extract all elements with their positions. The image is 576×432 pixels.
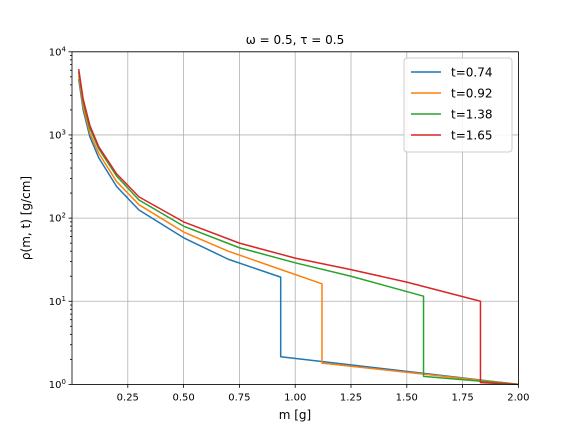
y-tick-base: 10 [49,47,62,58]
chart-title: ω = 0.5, τ = 0.5 [246,33,344,47]
x-tick-label: 0.50 [172,392,194,403]
series-line-2 [77,71,519,386]
y-tick-label: 104 [49,45,67,58]
x-tick-label: 1.50 [396,392,418,403]
y-tick-label: 102 [49,212,66,225]
y-tick-label: 103 [49,128,66,141]
legend-label: t=0.92 [451,87,492,101]
series-line-0 [77,78,519,386]
y-tick-label: 101 [49,295,66,308]
x-tick-label: 2.00 [507,392,529,403]
x-axis-label: m [g] [279,408,311,422]
legend-label: t=1.38 [451,108,492,122]
x-tick-label: 1.25 [340,392,362,403]
y-tick-base: 10 [49,214,62,225]
y-tick-exponent: 3 [62,128,66,136]
legend-label: t=1.65 [451,129,492,143]
y-tick-exponent: 2 [62,212,66,220]
y-tick-label: 100 [49,378,66,391]
y-tick-base: 10 [49,297,62,308]
series-line-1 [77,75,519,386]
y-tick-exponent: 0 [62,378,66,386]
y-tick-base: 10 [49,130,62,141]
x-tick-label: 1.00 [284,392,306,403]
legend-box [403,57,513,153]
x-tick-label: 1.75 [451,392,473,403]
legend-label: t=0.74 [451,66,492,80]
y-axis-label: ρ(m, t) [g/cm] [19,176,33,260]
legend: t=0.74 t=0.92 t=1.38 t=1.65 [403,57,513,153]
y-tick-exponent: 4 [62,45,67,53]
series-line-3 [77,68,519,386]
y-tick-base: 10 [49,380,62,391]
tick-layer: 0.25 0.50 0.75 1.00 1.25 1.50 1.75 2.0010010110… [49,45,530,403]
y-tick-exponent: 1 [62,295,66,303]
x-tick-label: 0.75 [228,392,250,403]
x-tick-label: 0.25 [117,392,139,403]
series-layer [77,68,519,386]
